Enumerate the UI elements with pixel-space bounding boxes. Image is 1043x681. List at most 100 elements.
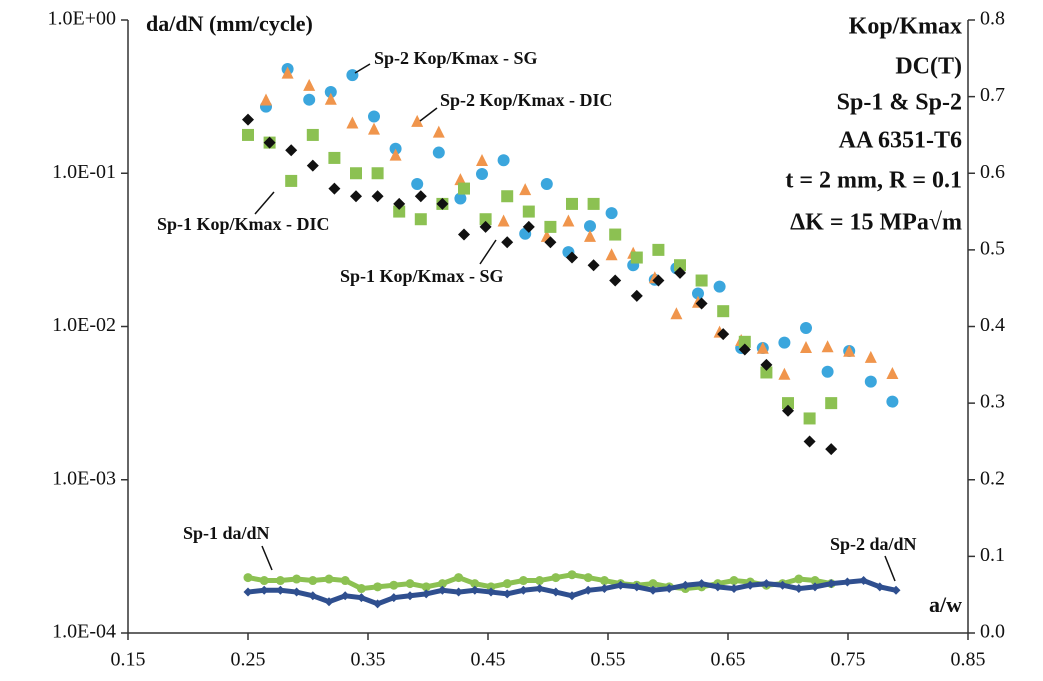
y2-tick-label: 0.7 [980, 84, 1005, 106]
point [411, 114, 424, 127]
point [605, 248, 618, 261]
point [281, 66, 294, 79]
point [259, 585, 269, 595]
y2-tick-label: 0.2 [980, 467, 1005, 489]
point [522, 205, 535, 218]
point [340, 591, 350, 601]
point [599, 584, 609, 594]
point [479, 220, 492, 233]
y2-tick-label: 0.0 [980, 621, 1005, 643]
point [389, 593, 399, 603]
point [518, 585, 528, 595]
point [760, 358, 773, 371]
point [825, 397, 838, 410]
point [242, 128, 254, 141]
point [437, 579, 447, 589]
point [324, 86, 337, 99]
point [729, 576, 739, 586]
point [821, 365, 834, 378]
point [695, 297, 708, 310]
point [886, 395, 899, 408]
point [324, 597, 334, 607]
callout-line [419, 107, 438, 122]
point [738, 343, 751, 356]
point [800, 322, 812, 335]
point [303, 78, 316, 91]
point [825, 443, 838, 456]
point [275, 585, 285, 595]
point [803, 412, 816, 425]
y2-tick-label: 0.4 [980, 314, 1005, 336]
point [432, 146, 445, 159]
point [745, 580, 755, 590]
point [373, 582, 383, 592]
point [340, 576, 350, 586]
point [242, 113, 254, 126]
callout-line [254, 191, 275, 215]
point [551, 587, 561, 597]
point [713, 582, 723, 592]
point [674, 259, 686, 272]
x-tick-label: 0.55 [591, 649, 626, 671]
point [356, 584, 366, 594]
point [476, 168, 488, 181]
point [544, 220, 557, 233]
callout-line [479, 239, 497, 265]
point [497, 214, 510, 227]
point [454, 573, 464, 583]
point [486, 587, 496, 597]
annotation: ΔK = 15 MPa√m [790, 210, 962, 236]
y-tick-label: 1.0E-03 [52, 467, 116, 489]
point [371, 190, 384, 203]
point [778, 580, 788, 590]
point [583, 585, 593, 595]
y2-tick-label: 0.8 [980, 8, 1005, 30]
point [717, 305, 730, 318]
point [306, 159, 319, 172]
point [587, 259, 600, 272]
point [826, 579, 836, 589]
point [350, 167, 362, 180]
point [263, 136, 276, 149]
point [243, 573, 253, 583]
point [405, 591, 415, 601]
point [285, 144, 298, 157]
point [292, 587, 302, 597]
y-axis-title: da/dN (mm/cycle) [146, 11, 313, 36]
point [436, 197, 449, 210]
point [778, 367, 791, 380]
point [458, 228, 470, 241]
point [432, 125, 445, 138]
annotation: Sp-1 & Sp-2 [837, 90, 962, 116]
y2-tick-label: 0.3 [980, 391, 1005, 413]
y2-tick-label: 0.1 [980, 544, 1005, 566]
point [842, 577, 852, 587]
point [630, 251, 643, 264]
point [285, 174, 298, 187]
point [697, 579, 707, 589]
point [371, 167, 384, 180]
point [551, 573, 561, 583]
x-tick-label: 0.45 [471, 649, 506, 671]
point [518, 576, 528, 586]
point [303, 93, 316, 106]
point [535, 576, 545, 586]
point [584, 220, 596, 233]
point [648, 585, 658, 595]
x-tick-label: 0.85 [951, 649, 986, 671]
point [616, 580, 626, 590]
point [389, 148, 402, 161]
point [501, 190, 514, 203]
series-label: Sp-1 Kop/Kmax - SG [340, 266, 504, 286]
y-tick-label: 1.0E-01 [52, 161, 116, 183]
annotation: t = 2 mm, R = 0.1 [785, 168, 962, 194]
x-axis-title: a/w [929, 592, 962, 617]
point [605, 207, 618, 220]
point [713, 280, 726, 293]
point [583, 573, 593, 583]
point [259, 576, 269, 586]
point [599, 576, 609, 586]
x-tick-label: 0.65 [711, 649, 746, 671]
point [306, 128, 319, 141]
